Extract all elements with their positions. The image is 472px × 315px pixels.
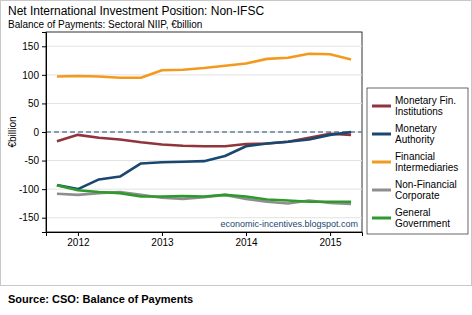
x-tick-label: 2014 [235, 237, 258, 248]
y-tick-mark [42, 218, 46, 219]
y-tick-mark [42, 46, 46, 47]
grid-line [46, 46, 362, 47]
x-tick-label: 2015 [319, 237, 342, 248]
y-tick: -50 [25, 155, 46, 166]
legend-label: Monetary Authority [395, 123, 439, 145]
legend-swatch [372, 133, 391, 136]
legend-label: General Government [395, 207, 450, 229]
reference-line [46, 132, 362, 133]
legend-swatch [372, 105, 391, 108]
y-tick-mark [42, 189, 46, 190]
legend-swatch [372, 189, 391, 192]
y-tick-label: 0 [33, 127, 39, 138]
legend-swatch [372, 217, 391, 220]
x-tick-label: 2012 [67, 237, 90, 248]
x-tick-mark [246, 232, 247, 236]
x-tick: 2013 [151, 232, 174, 248]
series-lines [57, 54, 351, 204]
series-line [57, 132, 351, 189]
legend-label: Non-Financial Corporate [395, 179, 459, 201]
x-tick-mark [330, 232, 331, 236]
y-axis-label: €billion [7, 116, 18, 147]
y-tick-mark [42, 75, 46, 76]
legend-label: Monetary Fin. Institutions [395, 95, 459, 117]
y-tick: 100 [22, 70, 46, 81]
grid-line [46, 132, 362, 133]
grid [46, 46, 362, 217]
y-tick: 150 [22, 41, 46, 52]
y-tick: -100 [19, 184, 46, 195]
y-axis: -150 -100 -50 0 50 100 150 [19, 33, 47, 233]
grid-line [46, 189, 362, 190]
y-tick-label: 150 [22, 41, 39, 52]
legend-swatch [372, 161, 391, 164]
x-tick: 2015 [319, 232, 342, 248]
legend-label: Financial Intermediaries [395, 151, 458, 173]
plot-frame [46, 32, 362, 232]
series-line [57, 185, 351, 202]
chart-panel [1, 1, 472, 286]
source: Source: CSO: Balance of Payments [8, 293, 193, 305]
title: Net International Investment Position: N… [8, 4, 264, 18]
grid-line [46, 103, 362, 104]
watermark: economic-incentives.blogspot.com [220, 219, 358, 229]
x-tick-mark [78, 232, 79, 236]
x-tick: 2014 [235, 232, 258, 248]
y-tick-mark [42, 132, 46, 133]
x-axis-line [47, 233, 363, 237]
x-tick-label: 2013 [151, 237, 174, 248]
subtitle: Balance of Payments: Sectoral NIIP, €bil… [8, 19, 202, 30]
x-tick-mark [162, 232, 163, 236]
y-tick-label: 50 [28, 98, 40, 109]
x-tick: 2012 [67, 232, 90, 248]
y-axis-line [42, 33, 47, 233]
legend-box [367, 88, 468, 234]
x-axis: 2012 2013 2014 2015 [47, 232, 363, 248]
y-tick-mark [42, 103, 46, 104]
y-tick: 0 [33, 127, 46, 138]
chart: Net International Investment Position: N… [0, 0, 472, 315]
y-tick-label: -50 [25, 155, 40, 166]
series-line [57, 54, 351, 78]
y-tick-label: -150 [19, 212, 39, 223]
y-tick-label: -100 [19, 184, 39, 195]
legend: Monetary Fin. Institutions Monetary Autho… [367, 88, 468, 234]
y-tick: 50 [28, 98, 46, 109]
y-tick-label: 100 [22, 70, 39, 81]
y-tick-mark [42, 161, 46, 162]
y-tick: -150 [19, 212, 46, 223]
